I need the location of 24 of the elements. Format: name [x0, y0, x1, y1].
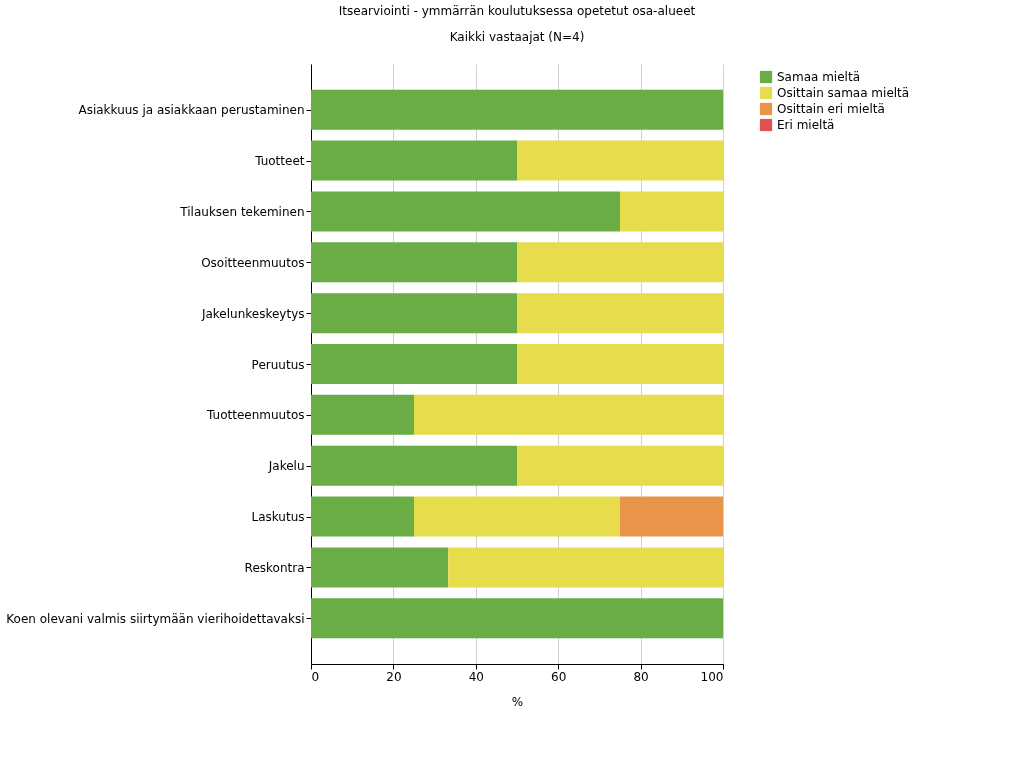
- chart-subtitle: Kaikki vastaajat (N=4): [449, 30, 585, 44]
- legend-label: Osittain eri mieltä: [777, 102, 885, 116]
- legend-label: Osittain samaa mieltä: [777, 86, 910, 100]
- x-tick-label: 100: [700, 669, 724, 684]
- y-tick-label: Laskutus: [251, 510, 305, 525]
- y-tick-label: Reskontra: [244, 560, 305, 575]
- y-tick-label: Koen olevani valmis siirtymään vierihoidettavaksi: [6, 611, 305, 626]
- y-tick-label: Jakelunkeskeytys: [200, 306, 305, 321]
- x-axis-title: %: [511, 694, 524, 709]
- chart-title: Itsearviointi - ymmärrän koulutuksessa opetetut osa-alueet: [338, 4, 696, 18]
- y-tick-label: Jakelu: [267, 459, 305, 474]
- y-tick-label: Tuotteet: [254, 154, 305, 169]
- legend-label: Eri mieltä: [777, 118, 835, 132]
- y-tick-label: Tuotteenmuutos: [206, 408, 305, 423]
- x-tick-label: 20: [386, 669, 402, 684]
- x-tick-label: 80: [633, 669, 649, 684]
- y-tick-label: Osoitteenmuutos: [201, 255, 305, 270]
- y-tick-label: Peruutus: [251, 357, 305, 372]
- x-tick-label: 0: [311, 669, 320, 684]
- x-tick-label: 40: [468, 669, 484, 684]
- x-tick-label: 60: [551, 669, 567, 684]
- legend-label: Samaa mieltä: [777, 70, 860, 84]
- y-tick-label: Asiakkuus ja asiakkaan perustaminen: [78, 103, 305, 118]
- y-tick-label: Tilauksen tekeminen: [179, 204, 305, 219]
